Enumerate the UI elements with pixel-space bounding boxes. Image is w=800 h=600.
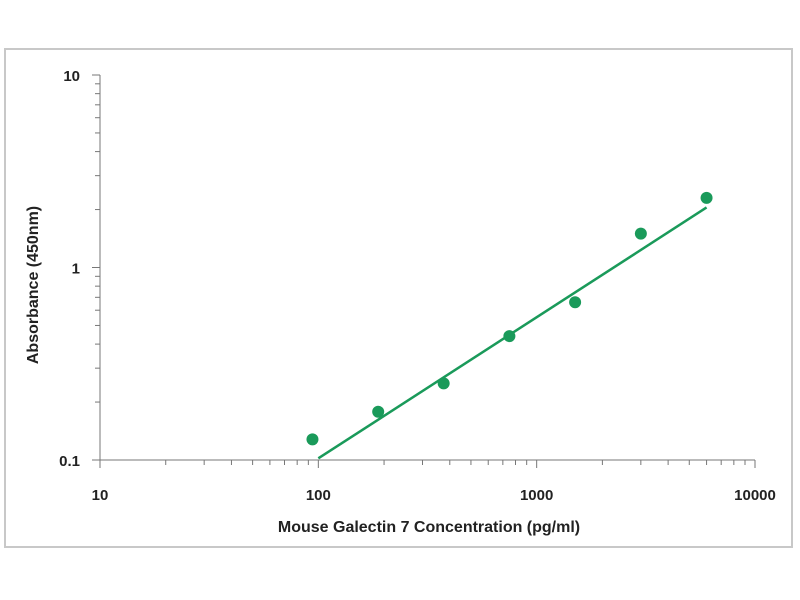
x-tick-label: 1000 [520, 487, 553, 504]
data-point [700, 191, 713, 204]
tick-labels: 10 100 1000 10000 0.1 1 10 [59, 68, 776, 504]
data-point [437, 377, 450, 390]
y-axis-title: Absorbance (450nm) [25, 206, 42, 364]
y-tick-label: 0.1 [59, 453, 80, 470]
data-point [372, 405, 385, 418]
y-tick-label: 10 [63, 68, 80, 85]
x-tick-label: 100 [306, 487, 331, 504]
x-tick-label: 10 [92, 487, 109, 504]
data-point [306, 433, 319, 446]
axis-ticks [92, 74, 756, 468]
data-point [634, 227, 647, 240]
y-tick-label: 1 [72, 261, 80, 278]
data-point [503, 330, 516, 343]
x-axis-title: Mouse Galectin 7 Concentration (pg/ml) [278, 519, 580, 536]
data-point [569, 296, 582, 309]
chart-frame [4, 48, 793, 548]
x-tick-label: 10000 [734, 487, 776, 504]
data-points [306, 191, 713, 446]
